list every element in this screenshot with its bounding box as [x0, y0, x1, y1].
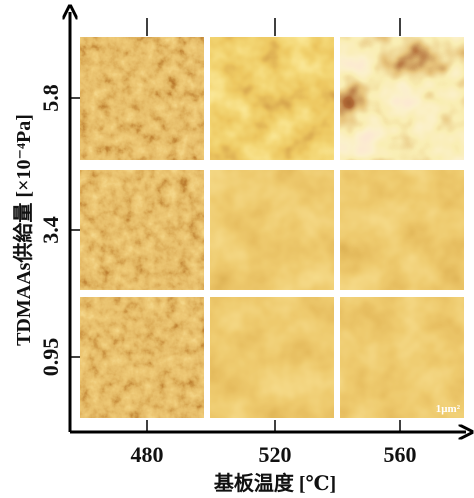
ticks [70, 18, 401, 432]
afm-image [210, 170, 334, 290]
afm-image [340, 297, 464, 418]
afm-image [340, 170, 464, 290]
x-tick-label: 520 [259, 442, 292, 467]
y-tick-label: 0.95 [38, 338, 63, 377]
afm-image [80, 170, 204, 290]
afm-images [80, 37, 464, 418]
afm-image [340, 37, 464, 160]
x-tick-label: 560 [384, 442, 417, 467]
afm-image [210, 297, 334, 418]
y-tick-label: 5.8 [38, 84, 63, 112]
y-tick-label: 3.4 [38, 216, 63, 244]
x-axis-title: 基板温度 [℃] [214, 471, 336, 495]
afm-image [210, 37, 334, 160]
y-axis-title: TDMAAs供給量 [×10⁻⁴Pa] [11, 114, 35, 346]
scale-label: 1μm² [436, 403, 461, 415]
afm-image [80, 297, 204, 418]
afm-image [80, 37, 204, 160]
x-tick-label: 480 [131, 442, 164, 467]
